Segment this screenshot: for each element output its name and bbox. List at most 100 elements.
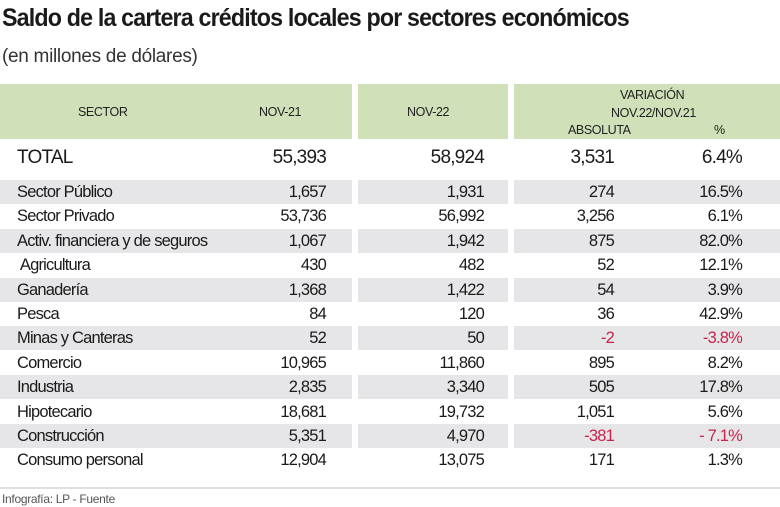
cell-pct: 17.8% bbox=[699, 378, 743, 397]
row-bg bbox=[358, 326, 508, 351]
cell-sector: Pesca bbox=[17, 305, 60, 323]
row-bg bbox=[358, 277, 508, 302]
cell-absoluta: -2 bbox=[600, 329, 615, 348]
cell-sector: TOTAL bbox=[17, 147, 73, 168]
header-band-nov22 bbox=[358, 84, 508, 139]
cell-pct: 1.3% bbox=[707, 451, 743, 470]
cell-pct: 12.1% bbox=[699, 256, 743, 275]
cell-nov22: 1,422 bbox=[446, 280, 485, 299]
cell-sector: Comercio bbox=[17, 353, 82, 372]
cell-absoluta: 54 bbox=[597, 280, 615, 299]
cell-pct: 82.0% bbox=[699, 231, 743, 250]
row-bg bbox=[514, 424, 780, 448]
cell-nov22: 13,075 bbox=[438, 451, 484, 470]
row-bg bbox=[358, 253, 508, 277]
table-row: Minas y Canteras 52 50 -2 -3.8% bbox=[0, 326, 780, 351]
cell-sector: Agricultura bbox=[17, 256, 91, 275]
cell-nov22: 19,732 bbox=[438, 402, 484, 421]
cell-pct: 6.4% bbox=[701, 147, 743, 168]
row-bg bbox=[514, 228, 780, 253]
row-bg bbox=[358, 204, 508, 228]
row-bg bbox=[358, 351, 508, 375]
cell-absoluta: 274 bbox=[588, 183, 615, 201]
cell-nov22: 58,924 bbox=[430, 147, 485, 168]
cell-nov21: 1,657 bbox=[288, 183, 327, 201]
cell-pct: 6.1% bbox=[707, 207, 743, 226]
subtitle: (en millones de dólares) bbox=[2, 46, 198, 67]
row-bg bbox=[514, 277, 780, 302]
cell-nov22: 3,340 bbox=[446, 378, 485, 397]
row-bg bbox=[358, 400, 508, 424]
table-row: Activ. financiera y de seguros 1,067 1,942… bbox=[0, 228, 780, 253]
header-band-variacion bbox=[514, 84, 780, 139]
header-absoluta: ABSOLUTA bbox=[568, 123, 631, 137]
cell-sector: Minas y Canteras bbox=[17, 329, 133, 348]
row-bg bbox=[358, 228, 508, 253]
cell-absoluta: 895 bbox=[588, 353, 615, 372]
row-bg bbox=[358, 424, 508, 448]
cell-nov21: 5,351 bbox=[288, 427, 327, 445]
header-pct: % bbox=[714, 123, 725, 137]
cell-sector: Sector Privado bbox=[17, 207, 115, 226]
footer-source: Infografía: LP - Fuente bbox=[2, 492, 115, 506]
cell-pct: - 7.1% bbox=[699, 427, 743, 445]
table-row: Ganadería 1,368 1,422 54 3.9% bbox=[0, 277, 780, 302]
total-row: TOTAL 55,393 58,924 3,531 6.4% bbox=[0, 147, 780, 171]
footer-divider bbox=[0, 487, 780, 489]
cell-nov21: 12,904 bbox=[280, 451, 326, 470]
table-row: Industria 2,835 3,340 505 17.8% bbox=[0, 375, 780, 400]
cell-nov22: 4,970 bbox=[446, 427, 485, 445]
cell-nov22: 1,942 bbox=[446, 231, 485, 250]
cell-pct: 8.2% bbox=[707, 353, 743, 372]
cell-nov22: 11,860 bbox=[439, 353, 485, 372]
cell-pct: 5.6% bbox=[707, 402, 743, 421]
row-bg bbox=[358, 375, 508, 400]
cell-nov21: 1,067 bbox=[288, 231, 327, 250]
row-bg bbox=[358, 302, 508, 326]
cell-sector: Construcción bbox=[17, 427, 105, 445]
header-variacion-sub: NOV.22/NOV.21 bbox=[611, 106, 696, 120]
header-band-sector bbox=[0, 84, 352, 139]
cell-nov22: 120 bbox=[458, 305, 485, 323]
cell-nov21: 1,368 bbox=[288, 280, 327, 299]
page-title: Saldo de la cartera créditos locales por… bbox=[2, 4, 630, 32]
table-row: Sector Público 1,657 1,931 274 16.5% bbox=[0, 180, 780, 204]
cell-sector: Ganadería bbox=[17, 280, 89, 299]
cell-pct: -3.8% bbox=[702, 329, 743, 348]
cell-absoluta: 171 bbox=[588, 451, 615, 470]
cell-absoluta: 36 bbox=[597, 305, 615, 323]
table-row: Agricultura 430 482 52 12.1% bbox=[0, 253, 780, 277]
row-bg bbox=[358, 180, 508, 204]
row-bg bbox=[0, 424, 352, 448]
cell-sector: Hipotecario bbox=[17, 402, 92, 421]
cell-nov21: 84 bbox=[309, 305, 327, 323]
cell-sector: Sector Público bbox=[17, 183, 113, 201]
row-bg bbox=[0, 180, 352, 204]
table-row: Pesca 84 120 36 42.9% bbox=[0, 302, 780, 326]
table-row: Sector Privado 53,736 56,992 3,256 6.1% bbox=[0, 204, 780, 228]
cell-nov22: 1,931 bbox=[446, 183, 485, 201]
cell-pct: 3.9% bbox=[707, 280, 743, 299]
cell-absoluta: 52 bbox=[597, 256, 615, 275]
cell-nov21: 52 bbox=[309, 329, 327, 348]
cell-nov21: 430 bbox=[300, 256, 327, 275]
row-bg bbox=[0, 326, 352, 351]
cell-nov21: 53,736 bbox=[280, 207, 326, 226]
cell-absoluta: -381 bbox=[584, 427, 615, 445]
cell-absoluta: 505 bbox=[588, 378, 615, 397]
cell-absoluta: 875 bbox=[588, 231, 615, 250]
header-variacion: VARIACIÓN bbox=[620, 88, 685, 102]
row-bg bbox=[0, 277, 352, 302]
cell-nov21: 10,965 bbox=[280, 353, 326, 372]
table-row: Consumo personal 12,904 13,075 171 1.3% bbox=[0, 448, 780, 472]
table-row: Comercio 10,965 11,860 895 8.2% bbox=[0, 351, 780, 375]
cell-absoluta: 3,531 bbox=[570, 147, 614, 168]
cell-nov21: 2,835 bbox=[288, 378, 327, 397]
cell-nov21: 18,681 bbox=[280, 402, 326, 421]
cell-pct: 16.5% bbox=[699, 183, 743, 201]
row-bg bbox=[0, 228, 352, 253]
cell-nov22: 56,992 bbox=[438, 207, 484, 226]
row-bg bbox=[358, 448, 508, 472]
row-bg bbox=[0, 375, 352, 400]
cell-sector: Consumo personal bbox=[17, 451, 144, 470]
